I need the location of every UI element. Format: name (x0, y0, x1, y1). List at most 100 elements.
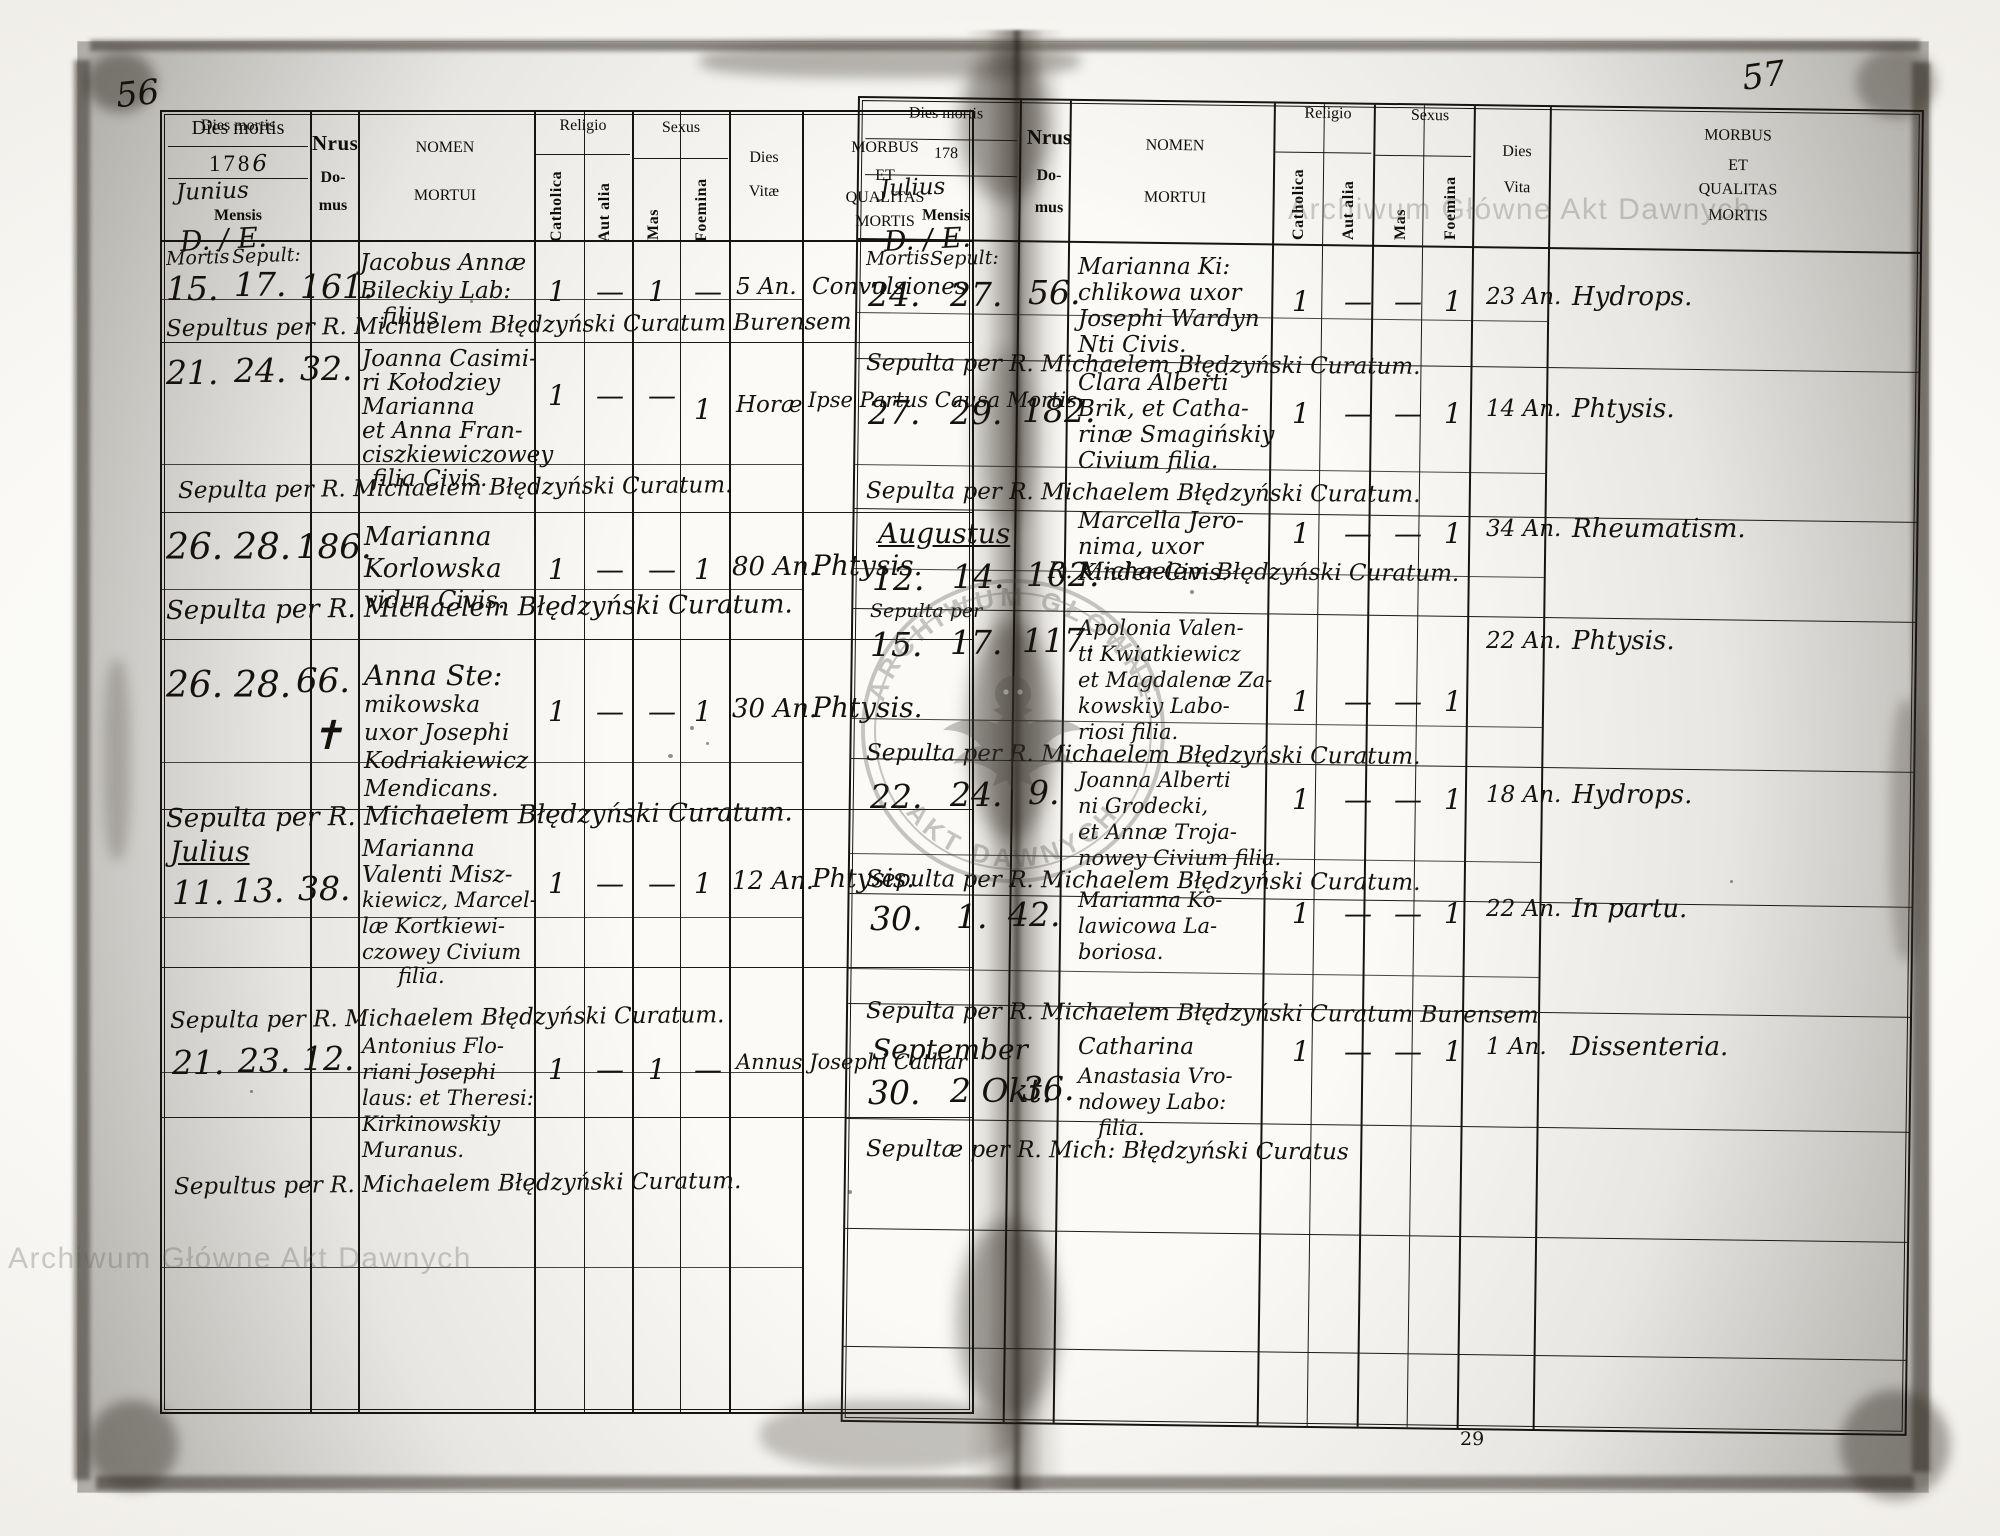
stain-right-mid (1890, 700, 1924, 960)
entry-dies-vitae: 22 An. (1486, 896, 1562, 922)
entry-dies-mortis: 15. (870, 625, 923, 664)
entry-name-line: ndowey Labo: (1078, 1090, 1227, 1114)
entry-mas: 1 (648, 275, 666, 308)
entry-name-line: kowskiy Labo- (1078, 694, 1230, 718)
entry-dies-sepult: 17. (950, 623, 1003, 662)
entry-name-line: ni Grodecki, (1078, 794, 1209, 818)
entry-morbus: Hydrops. (1572, 780, 1693, 810)
hline-religio-sub (536, 154, 630, 155)
entry-name-line: Brik, et Catha- (1078, 396, 1249, 422)
entry-sepulta-word: Sepulta per (870, 600, 983, 622)
entry-name-line: Marcella Jero- (1078, 508, 1244, 534)
sublabel-mortis-right: Mortis (865, 246, 930, 270)
entry-catholica: 1 (1292, 1035, 1310, 1068)
entry-name-line: boriosa. (1078, 940, 1164, 964)
entry-aut-alia: — (1344, 783, 1372, 816)
speckle (668, 754, 673, 758)
entry-mas: 1 (648, 1053, 666, 1086)
entry-dies-sepult: 27. (950, 275, 1003, 314)
hdr-year-right: 178 (933, 144, 959, 163)
rowsep-burial-2 (162, 464, 802, 465)
entry-name-line: Apolonia Valen- (1078, 616, 1244, 640)
hdr-nomen-left: NOMEN (415, 139, 475, 156)
hdr-year-left: 1786 (168, 151, 308, 176)
entry-name-line: Joanna Alberti (1078, 768, 1231, 792)
entry-dies-sepult: 17. (234, 265, 287, 304)
stain-corner-tr (1856, 48, 1936, 118)
entry-foemina: 1 (1444, 783, 1462, 816)
hdr-dies-left: Dies (749, 149, 779, 166)
entry-name-line: Marianna Ki: (1078, 254, 1231, 280)
entry-dies-mortis: 24. (868, 275, 921, 314)
entry-aut-alia: — (596, 553, 624, 586)
entry-name-line: Jacobus Annæ (360, 250, 527, 276)
rowsep-burial-6 (162, 1072, 802, 1073)
entry-burial-note: Sepulta per R. Michaelem Błędzyński Cura… (865, 478, 1421, 508)
speckle (1190, 590, 1194, 594)
hdr-dies-mortis-left: Dies mortis (200, 117, 276, 134)
entry-catholica: 1 (548, 275, 566, 308)
rowsep-burial-6 (848, 967, 1539, 978)
hdr-mortui-right: MORTUI (1143, 188, 1207, 207)
entry-nrus-domus: 12. (302, 1039, 355, 1078)
hdr-domus-2-right: mus (1034, 198, 1064, 217)
entry-morbus: Rheumatism. (1572, 514, 1746, 544)
entry-catholica: 1 (548, 379, 566, 412)
entry-foemina: 1 (1444, 397, 1462, 430)
entry-name-line: Marianna (362, 394, 475, 420)
entry-dies-vitae: 18 An. (1486, 782, 1562, 808)
entry-dies-vitae: 5 An. (736, 274, 797, 300)
entry-name-line: Kinder Civis. (1078, 560, 1229, 586)
entry-name-line: læ Kortkiewi- (362, 914, 506, 938)
entry-dies-mortis: 15. (166, 269, 219, 308)
entry-mas: — (1394, 397, 1422, 430)
rowsep-5 (162, 967, 972, 968)
entry-dies-mortis: 22. (870, 777, 923, 816)
entry-aut-alia: — (1344, 285, 1372, 318)
entry-name-line: Josephi Wardyn (1078, 306, 1260, 332)
hdr-dies-right: Dies (1502, 142, 1532, 161)
entry-catholica: 1 (548, 695, 566, 728)
stain-bottom-center (760, 1400, 1020, 1470)
entry-burial-note: Sepultæ per R. Mich: Błędzyński Curatus (865, 1136, 1349, 1166)
entry-aut-alia: — (1344, 517, 1372, 550)
entry-burial-note: Sepulta per R. Michaelem Błędzyński Cura… (865, 998, 1539, 1029)
entry-mas: — (1394, 685, 1422, 718)
entry-foemina: 1 (694, 553, 712, 586)
entry-aut-alia: — (596, 695, 624, 728)
entry-dies-mortis: 26. (166, 665, 224, 706)
entry-foemina: 1 (1444, 897, 1462, 930)
entry-name-line: Catharina (1078, 1034, 1194, 1060)
hdr-nomen-right: NOMEN (1145, 136, 1205, 155)
hline-diesmortis-year (865, 138, 1018, 142)
entry-name-line: Anastasia Vro- (1078, 1064, 1233, 1088)
rowsep-6 (162, 1117, 972, 1118)
entry-dies-vitae: 22 An. (1486, 628, 1562, 654)
entry-nrus-domus: 32. (300, 349, 353, 388)
entry-catholica: 1 (1292, 397, 1310, 430)
entry-name-line: Antonius Flo- (362, 1034, 505, 1058)
hdr-domus-1-left: Do- (320, 169, 346, 186)
entry-aut-alia: — (596, 867, 624, 900)
hdr-nrus-right: Nrus (1026, 124, 1072, 150)
entry-dies-sepult: 24. (234, 351, 287, 390)
entry-month-heading: September (872, 1033, 1028, 1066)
rowsep-burial-7 (162, 1267, 802, 1268)
entry-dies-vitae: 1 An. (1486, 1034, 1547, 1060)
entry-catholica: 1 (548, 867, 566, 900)
entry-name-line: Kirkinowskiy (362, 1112, 501, 1136)
entry-name-line: filius (382, 304, 439, 330)
entry-catholica: 1 (1292, 285, 1310, 318)
entry-nrus-domus: 161. (300, 267, 374, 306)
entry-nrus-domus: 117. (1022, 621, 1096, 660)
entry-mas: — (648, 379, 676, 412)
entry-dies-vitae: 12 An. (732, 866, 814, 895)
entry-dies-vitae: 23 An. (1486, 284, 1562, 310)
entry-catholica: 1 (1292, 783, 1310, 816)
entry-catholica: 1 (1292, 897, 1310, 930)
entry-nrus-domus: 182. (1022, 391, 1096, 430)
archive-seal-watermark: ARCHIWUM GŁÓWNE AKT DAWNYCH (838, 556, 1188, 906)
entry-dies-vitae: 30 An. (732, 694, 818, 724)
entry-name-line: vidua Civis. (364, 586, 506, 614)
